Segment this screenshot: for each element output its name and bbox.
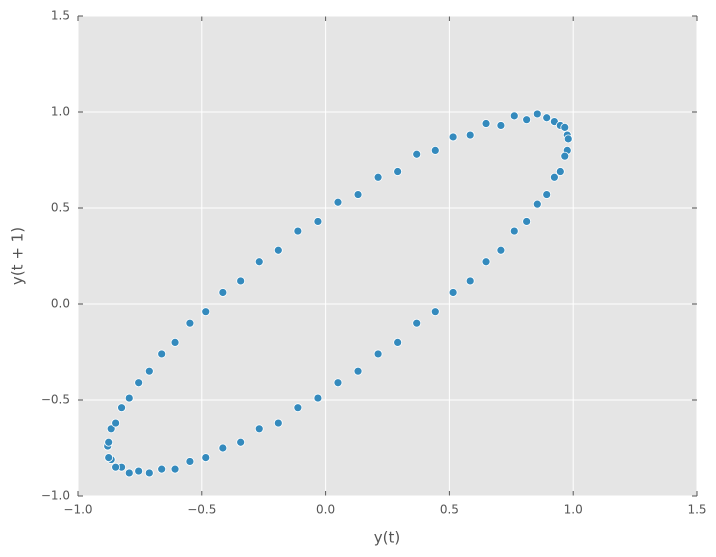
y-tick-label: 1.5 [51, 9, 70, 23]
scatter-point [542, 113, 552, 123]
scatter-point [254, 424, 264, 434]
scatter-point [218, 443, 228, 453]
scatter-point [185, 457, 195, 466]
scatter-point [563, 134, 573, 144]
scatter-point [134, 466, 144, 476]
scatter-point [293, 403, 303, 413]
scatter-point [496, 121, 506, 130]
scatter-point [170, 337, 180, 347]
scatter-point [522, 115, 532, 125]
scatter-point [509, 226, 519, 236]
scatter-point [236, 276, 246, 286]
scatter-point [157, 464, 167, 474]
plot-area [78, 16, 697, 496]
scatter-point [201, 307, 211, 317]
scatter-point [430, 145, 440, 155]
scatter-point [273, 245, 283, 255]
y-tick-label: 1.0 [51, 105, 70, 119]
scatter-point [124, 393, 134, 403]
scatter-point [254, 257, 264, 267]
scatter-point [273, 418, 283, 428]
scatter-point [157, 349, 167, 359]
scatter-point [236, 437, 246, 447]
scatter-point [117, 403, 126, 413]
scatter-point [373, 349, 383, 359]
scatter-point [353, 366, 363, 376]
scatter-point [481, 257, 491, 267]
scatter-point [201, 453, 211, 463]
y-tick-label: 0.5 [51, 201, 70, 215]
x-axis-label: y(t) [374, 529, 400, 547]
scatter-point [144, 366, 154, 376]
scatter-point [430, 307, 440, 317]
scatter-point [549, 172, 559, 182]
x-tick-label: 0.5 [440, 503, 459, 517]
scatter-point [448, 132, 458, 142]
scatter-point [412, 318, 422, 328]
scatter-point [111, 418, 121, 428]
x-tick-label: −0.5 [187, 503, 216, 517]
scatter-point [144, 468, 154, 478]
x-tick-label: 0.0 [316, 503, 335, 517]
y-tick-label: 0.0 [51, 297, 70, 311]
scatter-point [373, 172, 383, 182]
y-tick-label: −0.5 [41, 393, 70, 407]
scatter-point [465, 276, 475, 286]
scatter-point [555, 167, 565, 176]
scatter-point [532, 199, 542, 209]
scatter-point [104, 437, 114, 447]
scatter-point [353, 190, 363, 199]
scatter-point [560, 122, 570, 132]
scatter-point [104, 453, 114, 463]
scatter-point [509, 111, 519, 121]
scatter-point [111, 462, 121, 472]
y-axis-label: y(t + 1) [9, 227, 27, 285]
scatter-point [481, 119, 491, 128]
scatter-point [393, 337, 403, 347]
x-tick-label: 1.0 [564, 503, 583, 517]
scatter-point [293, 226, 303, 236]
scatter-point [496, 245, 506, 255]
scatter-point [412, 149, 422, 159]
scatter-point [185, 318, 195, 328]
scatter-point [448, 288, 458, 297]
scatter-point [542, 190, 552, 199]
scatter-point [313, 393, 323, 403]
x-tick-label: 1.5 [687, 503, 706, 517]
scatter-point [106, 424, 116, 434]
scatter-point [333, 378, 343, 388]
scatter-point [522, 217, 532, 226]
scatter-point [560, 151, 570, 161]
y-tick-label: −1.0 [41, 489, 70, 503]
scatter-point [333, 197, 343, 207]
scatter-point [465, 130, 475, 140]
scatter-point [134, 378, 144, 388]
x-tick-label: −1.0 [63, 503, 92, 517]
scatter-point [124, 468, 134, 478]
scatter-point [218, 288, 228, 297]
scatter-point [393, 167, 403, 176]
scatter-point [313, 217, 323, 226]
scatter-point [170, 464, 180, 474]
scatter-point [532, 109, 542, 119]
